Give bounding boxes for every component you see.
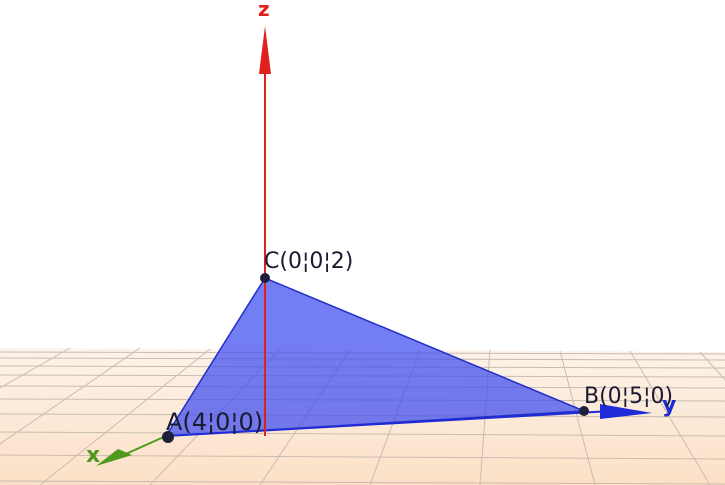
y-axis-arrow-icon <box>600 404 652 419</box>
point-b[interactable]: B(0¦5¦0) <box>579 384 673 416</box>
x-axis-arrow-icon <box>96 449 132 466</box>
y-axis-label: y <box>662 393 676 418</box>
z-axis: z <box>258 0 271 436</box>
z-axis-arrow-icon <box>259 26 271 74</box>
point-a-label: A(4¦0¦0) <box>166 408 263 436</box>
point-c-label: C(0¦0¦2) <box>264 249 353 274</box>
x-axis-label: x <box>86 443 100 468</box>
point-c[interactable]: C(0¦0¦2) <box>260 249 353 283</box>
x-axis: x <box>86 435 167 468</box>
y-axis: y <box>165 393 676 437</box>
point-b-label: B(0¦5¦0) <box>584 384 673 409</box>
z-axis-label: z <box>258 0 270 21</box>
point-a[interactable]: A(4¦0¦0) <box>162 408 263 443</box>
